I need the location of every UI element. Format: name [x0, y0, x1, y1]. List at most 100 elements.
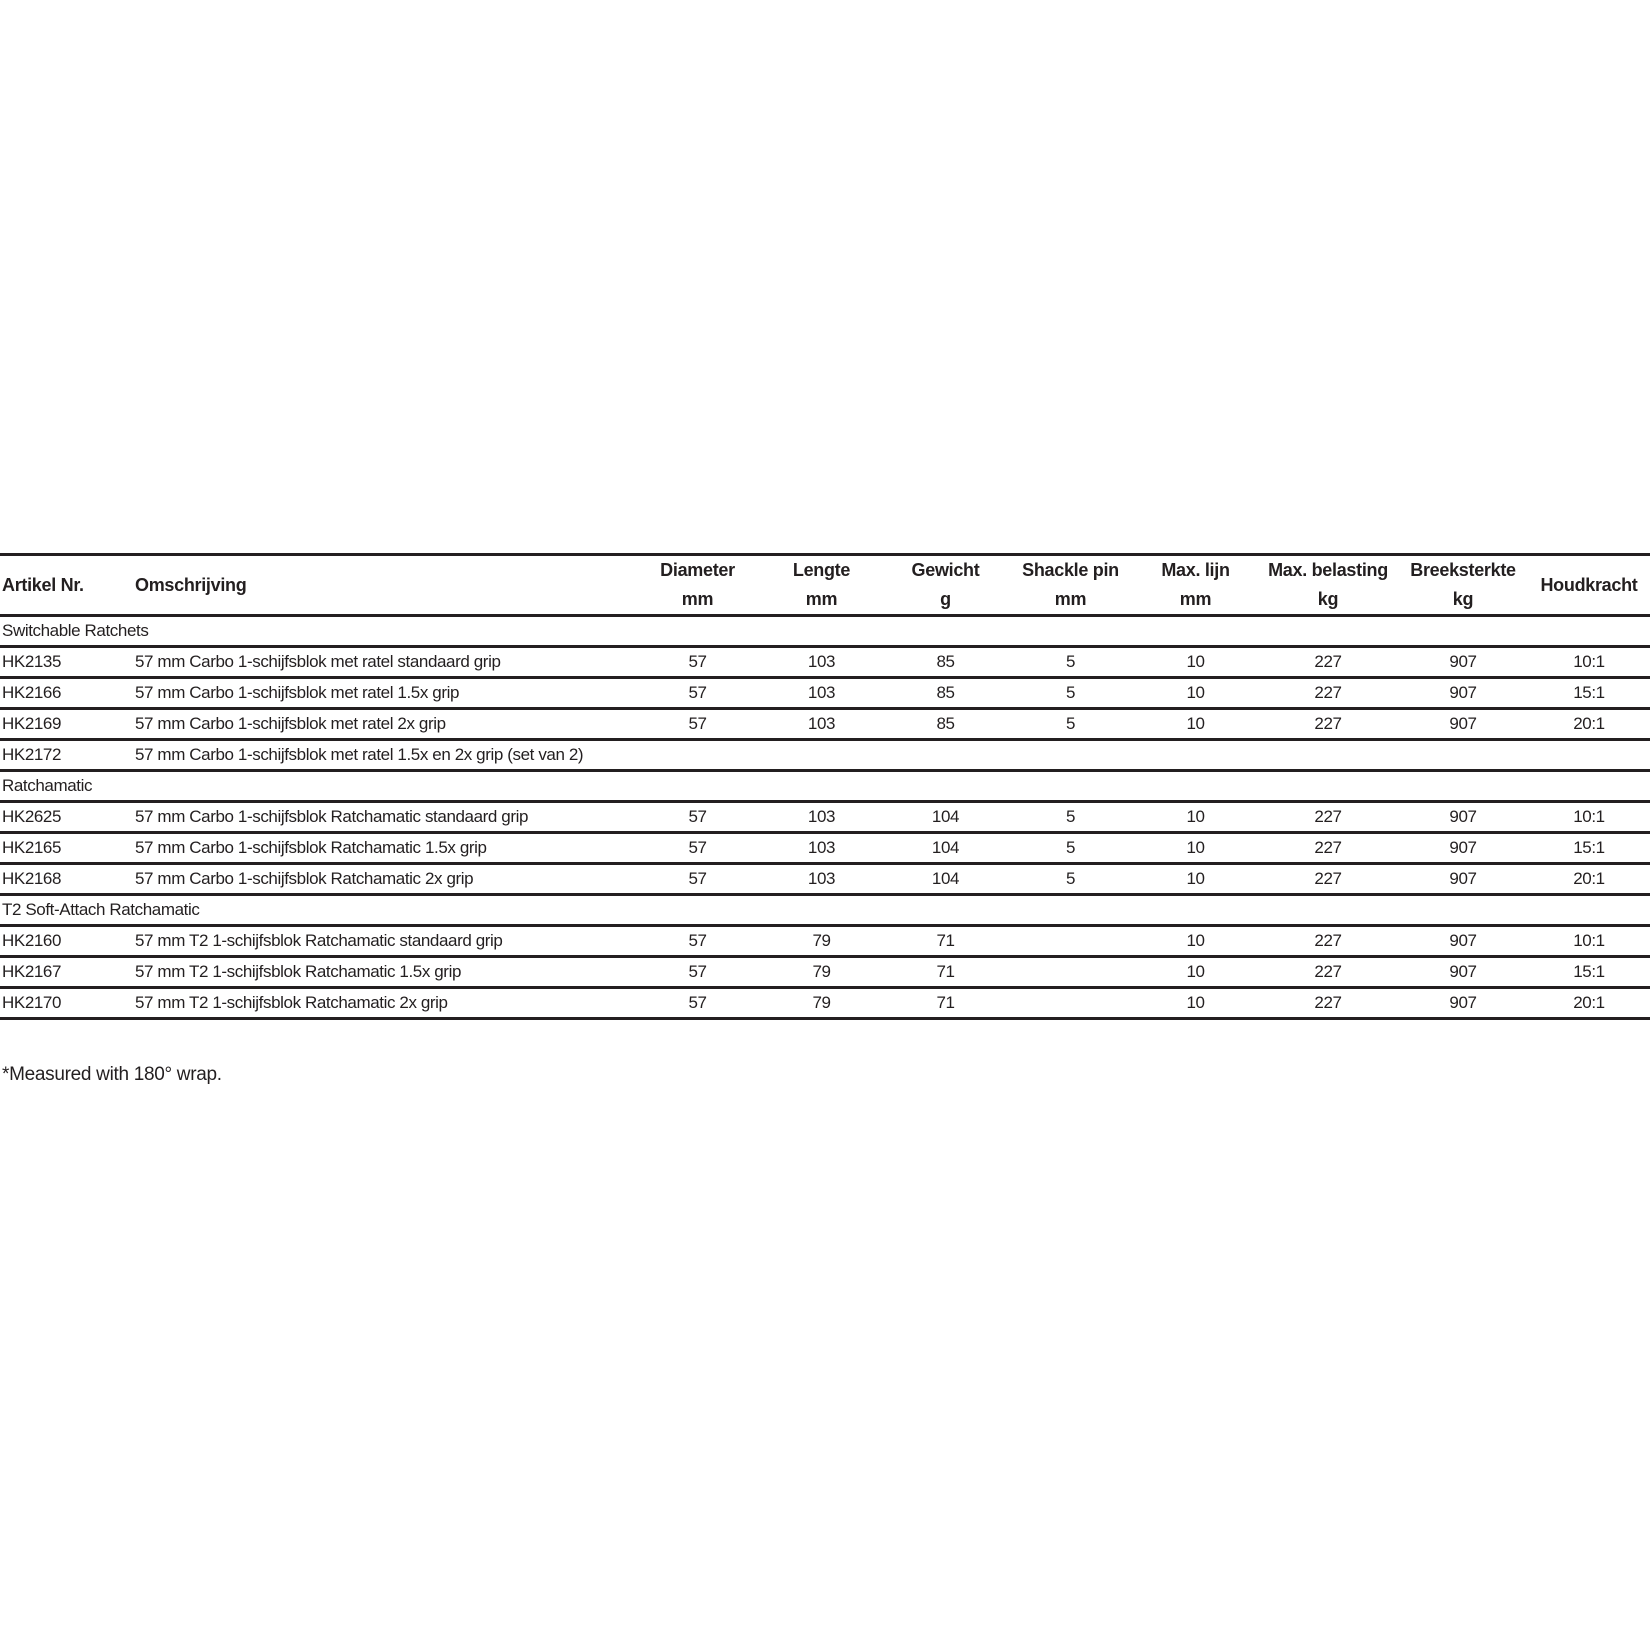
column-header: Omschrijving — [135, 555, 635, 616]
column-header-label: Shackle pin — [1022, 560, 1119, 580]
description: 57 mm T2 1-schijfsblok Ratchamatic stand… — [135, 931, 503, 950]
footnote: *Measured with 180° wrap. — [2, 1064, 222, 1085]
spec-value: 85 — [936, 652, 955, 671]
spec-value — [1008, 957, 1133, 988]
column-header-label: Max. lijn — [1161, 560, 1230, 580]
spec-value: 10 — [1186, 993, 1205, 1012]
spec-value: 104 — [931, 807, 960, 826]
column-header-label: Breeksterkte — [1410, 560, 1516, 580]
spec-value: 104 — [931, 838, 960, 857]
spec-value: 57 — [688, 683, 707, 702]
spec-value: 71 — [936, 931, 955, 950]
column-header-label: Artikel Nr. — [2, 574, 84, 595]
article-number: HK2172 — [2, 745, 62, 764]
spec-value: 5 — [1065, 683, 1076, 702]
article-number: HK2170 — [2, 993, 62, 1012]
column-header: Lengte mm — [760, 555, 883, 616]
spec-value: 15:1 — [1573, 683, 1605, 702]
spec-value — [1008, 740, 1133, 771]
column-header: Gewicht g — [883, 555, 1008, 616]
header-row: Artikel Nr. Omschrijving Diameter mm Lengte m… — [0, 555, 1650, 616]
spec-value: 20:1 — [1573, 869, 1605, 888]
spec-value: 71 — [936, 993, 955, 1012]
spec-value — [1008, 926, 1133, 957]
spec-value: 10 — [1186, 838, 1205, 857]
spec-value: 57 — [688, 838, 707, 857]
description: 57 mm T2 1-schijfsblok Ratchamatic 1.5x … — [135, 962, 461, 981]
group-title: T2 Soft-Attach Ratchamatic — [2, 900, 200, 919]
description: 57 mm Carbo 1-schijfsblok Ratchamatic st… — [135, 807, 529, 826]
article-number: HK2167 — [2, 962, 62, 981]
spec-value: 79 — [812, 993, 831, 1012]
spec-value: 103 — [807, 652, 836, 671]
spec-value: 10 — [1186, 683, 1205, 702]
spec-value: 57 — [688, 993, 707, 1012]
column-header-unit: kg — [1317, 589, 1339, 609]
description: 57 mm Carbo 1-schijfsblok met ratel 2x g… — [135, 714, 446, 733]
article-number: HK2166 — [2, 683, 62, 702]
spec-value: 104 — [931, 869, 960, 888]
spec-value: 10 — [1186, 931, 1205, 950]
column-header-unit: mm — [1054, 589, 1087, 609]
table-row: HK2168 57 mm Carbo 1-schijfsblok Ratchama… — [0, 864, 1650, 895]
spec-value: 57 — [688, 869, 707, 888]
spec-value: 57 — [688, 962, 707, 981]
column-header: Shackle pin mm — [1008, 555, 1133, 616]
description: 57 mm Carbo 1-schijfsblok met ratel 1.5x… — [135, 683, 460, 702]
spec-value — [883, 740, 1008, 771]
column-header: Max. belasting kg — [1258, 555, 1398, 616]
spec-value: 57 — [688, 652, 707, 671]
column-header: Artikel Nr. — [0, 555, 135, 616]
spec-value: 20:1 — [1573, 714, 1605, 733]
column-header-label: Houdkracht — [1540, 574, 1638, 595]
table-row: HK2160 57 mm T2 1-schijfsblok Ratchamatic… — [0, 926, 1650, 957]
spec-value: 907 — [1449, 869, 1477, 888]
spec-value — [1008, 988, 1133, 1019]
description: 57 mm Carbo 1-schijfsblok met ratel 1.5x… — [135, 745, 584, 764]
spec-value — [1528, 740, 1650, 771]
spec-value: 103 — [807, 683, 836, 702]
spec-value: 20:1 — [1573, 993, 1605, 1012]
table-row: HK2625 57 mm Carbo 1-schijfsblok Ratchama… — [0, 802, 1650, 833]
group-header-row: T2 Soft-Attach Ratchamatic — [0, 895, 1650, 926]
spec-value — [760, 740, 883, 771]
spec-value: 227 — [1314, 683, 1342, 702]
spec-value: 103 — [807, 838, 836, 857]
column-header: Diameter mm — [635, 555, 760, 616]
spec-value: 5 — [1065, 807, 1076, 826]
column-header-label: Omschrijving — [135, 574, 247, 595]
table-row: HK2170 57 mm T2 1-schijfsblok Ratchamatic… — [0, 988, 1650, 1019]
spec-value: 907 — [1449, 807, 1477, 826]
group-title: Ratchamatic — [2, 776, 93, 795]
spec-value: 15:1 — [1573, 962, 1605, 981]
spec-value: 907 — [1449, 714, 1477, 733]
column-header-unit: mm — [1179, 589, 1212, 609]
column-header-unit: kg — [1452, 589, 1474, 609]
column-header-unit: mm — [805, 589, 838, 609]
column-header-label: Diameter — [660, 560, 735, 580]
spec-value: 10 — [1186, 714, 1205, 733]
article-number: HK2165 — [2, 838, 62, 857]
spec-value: 10 — [1186, 869, 1205, 888]
spec-value: 10:1 — [1573, 652, 1605, 671]
spec-value: 227 — [1314, 869, 1342, 888]
column-header-label: Gewicht — [911, 560, 980, 580]
spec-value: 227 — [1314, 652, 1342, 671]
table-row: HK2135 57 mm Carbo 1-schijfsblok met rate… — [0, 647, 1650, 678]
spec-value: 227 — [1314, 714, 1342, 733]
group-header-row: Ratchamatic — [0, 771, 1650, 802]
article-number: HK2135 — [2, 652, 62, 671]
description: 57 mm T2 1-schijfsblok Ratchamatic 2x gr… — [135, 993, 448, 1012]
spec-value: 907 — [1449, 652, 1477, 671]
spec-value: 10:1 — [1573, 931, 1605, 950]
article-number: HK2160 — [2, 931, 62, 950]
column-header-label: Lengte — [792, 560, 851, 580]
article-number: HK2625 — [2, 807, 62, 826]
column-header-label: Max. belasting — [1268, 560, 1388, 580]
spec-value: 103 — [807, 869, 836, 888]
description: 57 mm Carbo 1-schijfsblok Ratchamatic 2x… — [135, 869, 474, 888]
group-header-row: Switchable Ratchets — [0, 616, 1650, 647]
spec-value: 10:1 — [1573, 807, 1605, 826]
spec-value: 103 — [807, 807, 836, 826]
spec-value — [635, 740, 760, 771]
